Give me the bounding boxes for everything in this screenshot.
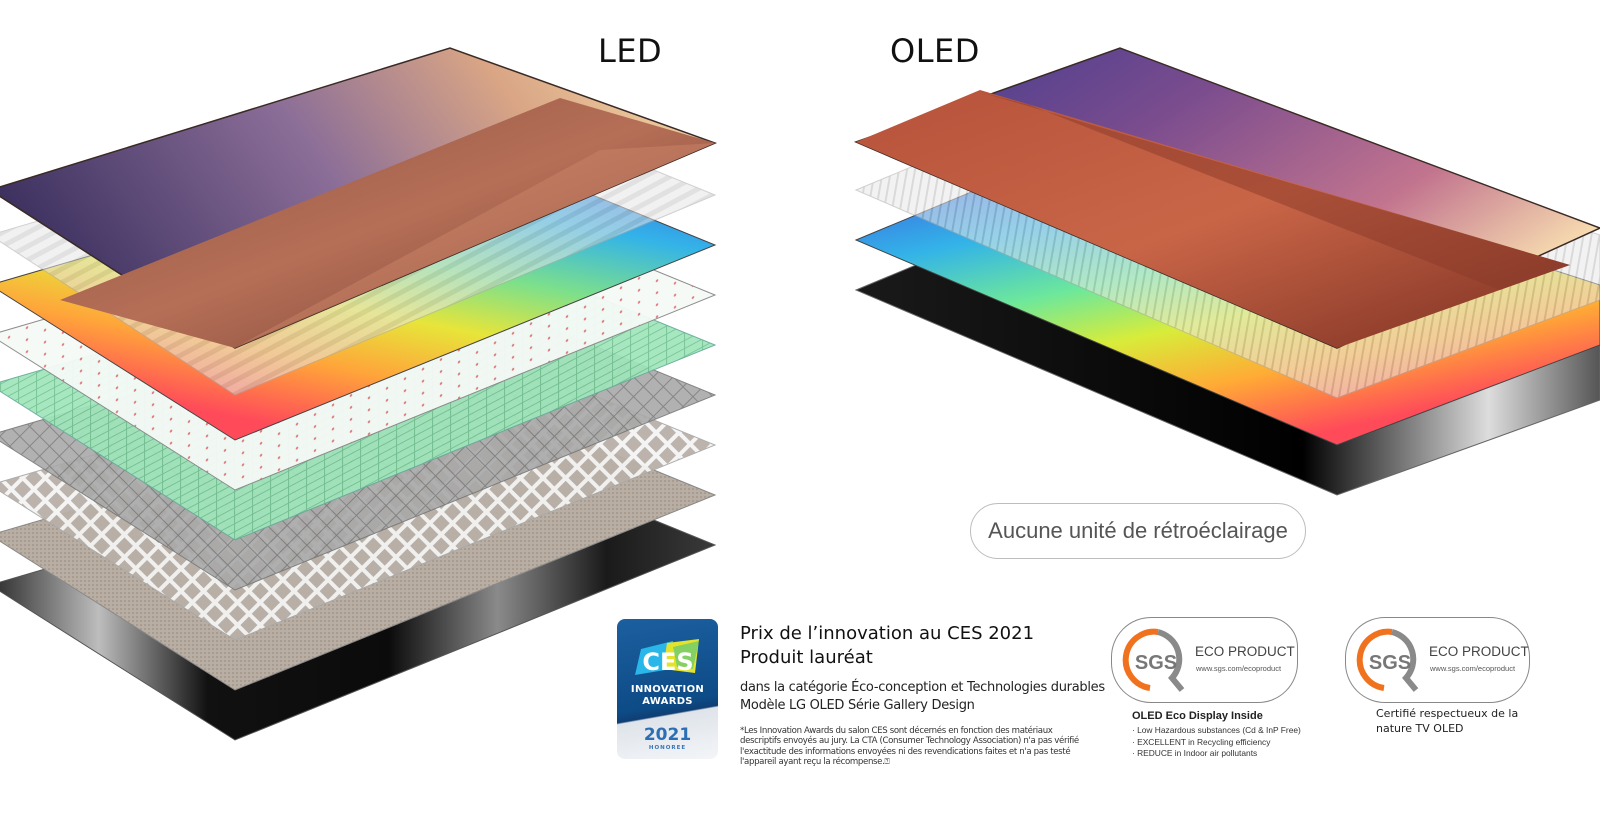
- award-heading-line1: Prix de l’innovation au CES 2021: [740, 623, 1035, 644]
- svg-text:SGS: SGS: [1135, 652, 1177, 674]
- caption-item: · EXCELLENT in Recycling efficiency: [1132, 736, 1271, 747]
- caption-title: OLED Eco Display Inside: [1132, 710, 1263, 722]
- led-layer-screen-image: [0, 47, 718, 349]
- award-disclaimer: *Les Innovation Awards du salon CES sont…: [740, 726, 1079, 768]
- svg-text:CES: CES: [642, 648, 693, 676]
- award-category: dans la catégorie Éco-conception et Tech…: [740, 680, 1105, 695]
- sgs-logo-icon: SGS: [1356, 628, 1419, 692]
- ces-badge-line1: INNOVATION: [630, 684, 705, 695]
- ces-badge-year: 2021: [643, 725, 692, 745]
- led-title: LED: [598, 32, 663, 70]
- sgs-eco-product-logo-2: SGS ECO PRODUCT www.sgs.com/ecoproduct: [1345, 617, 1530, 703]
- ces-badge-honoree: HONOREE: [648, 745, 687, 751]
- caption-item: · Low Hazardous substances (Cd & InP Fre…: [1132, 725, 1301, 735]
- sgs-url: www.sgs.com/ecoproduct: [1196, 664, 1282, 673]
- oled-eco-display-caption: OLED Eco Display Inside · Low Hazardous …: [1132, 710, 1332, 760]
- ces-badge-line2: AWARDS: [642, 696, 693, 707]
- award-heading-line2: Produit lauréat: [740, 647, 873, 668]
- ces-logo-icon: CES: [635, 639, 699, 676]
- oled-title: OLED: [890, 32, 980, 70]
- nature-certified-caption: Certifié respectueux de la nature TV OLE…: [1376, 707, 1519, 735]
- led-layer-stack: LED: [0, 0, 730, 810]
- sgs-logo-icon: SGS: [1122, 628, 1185, 692]
- award-description: Prix de l’innovation au CES 2021 Produit…: [740, 622, 1120, 768]
- award-model: Modèle LG OLED Série Gallery Design: [740, 698, 975, 713]
- oled-layer-screen-image: [853, 47, 1600, 349]
- sgs-url: www.sgs.com/ecoproduct: [1430, 664, 1516, 673]
- led-exploded-diagram: [0, 47, 718, 741]
- oled-exploded-diagram: [853, 47, 1600, 496]
- sgs-eco-product-logo-1: SGS ECO PRODUCT www.sgs.com/ecoproduct: [1111, 617, 1298, 703]
- ces-innovation-award-badge: CES INNOVATION AWARDS 2021 HONOREE: [617, 619, 718, 759]
- award-subtitle: dans la catégorie Éco-conception et Tech…: [740, 679, 1120, 715]
- no-backlight-callout: Aucune unité de rétroéclairage: [970, 503, 1306, 559]
- caption-item: · REDUCE in Indoor air pollutants: [1132, 748, 1258, 758]
- svg-text:SGS: SGS: [1369, 652, 1411, 674]
- sgs-label: ECO PRODUCT: [1429, 644, 1529, 659]
- oled-layer-stack: OLED: [850, 0, 1600, 560]
- sgs-label: ECO PRODUCT: [1195, 644, 1295, 659]
